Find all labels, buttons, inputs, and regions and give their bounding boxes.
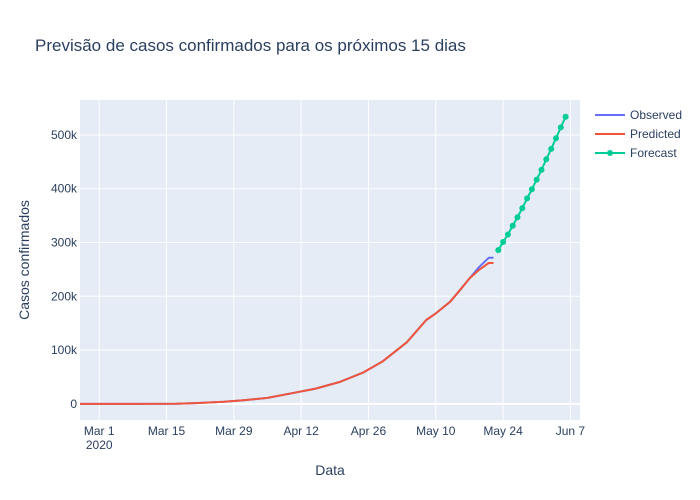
x-tick-label: May 10 (416, 424, 456, 438)
point-forecast (538, 166, 545, 173)
point-forecast (524, 195, 531, 202)
point-forecast (557, 124, 564, 131)
y-tick-label: 400k (51, 182, 78, 196)
y-axis-ticks: 0 100k 200k 300k 400k 500k (51, 128, 78, 411)
x-tick-label: Jun 7 (556, 424, 586, 438)
plot-background[interactable] (80, 100, 580, 420)
x-tick-label: Mar 29 (215, 424, 253, 438)
y-axis-title: Casos confirmados (16, 200, 32, 320)
x-tick-label: Apr 26 (351, 424, 387, 438)
point-forecast (543, 156, 550, 163)
point-forecast (504, 231, 511, 238)
point-forecast (562, 113, 569, 120)
legend-label-observed: Observed (630, 108, 682, 122)
x-tick-label: Apr 12 (283, 424, 319, 438)
point-forecast (495, 247, 502, 254)
y-tick-label: 100k (51, 343, 78, 357)
series-layer (80, 113, 569, 405)
point-forecast (514, 214, 521, 221)
legend-marker-forecast (607, 150, 613, 156)
point-forecast (500, 239, 507, 245)
point-forecast (519, 205, 526, 212)
x-axis-title: Data (315, 462, 345, 478)
y-tick-label: 200k (51, 289, 78, 303)
y-tick-label: 500k (51, 128, 78, 142)
point-forecast (509, 222, 516, 229)
point-forecast (528, 186, 535, 193)
legend-label-predicted: Predicted (630, 127, 681, 141)
series-line-predicted (80, 262, 494, 405)
x-tick-label: Mar 15 (148, 424, 186, 438)
legend-label-forecast: Forecast (630, 146, 677, 160)
point-forecast (553, 135, 559, 142)
y-tick-label: 300k (51, 236, 78, 250)
point-forecast (533, 176, 540, 183)
x-tick-label: Mar 1 (84, 424, 115, 438)
x-tick-sublabel: 2020 (86, 438, 113, 452)
grid-lines (80, 100, 580, 420)
x-tick-label: May 24 (483, 424, 523, 438)
point-forecast (548, 145, 555, 152)
y-tick-label: 0 (70, 397, 77, 411)
chart-title: Previsão de casos confirmados para os pr… (35, 36, 466, 55)
legend: Observed Predicted Forecast (595, 108, 682, 160)
